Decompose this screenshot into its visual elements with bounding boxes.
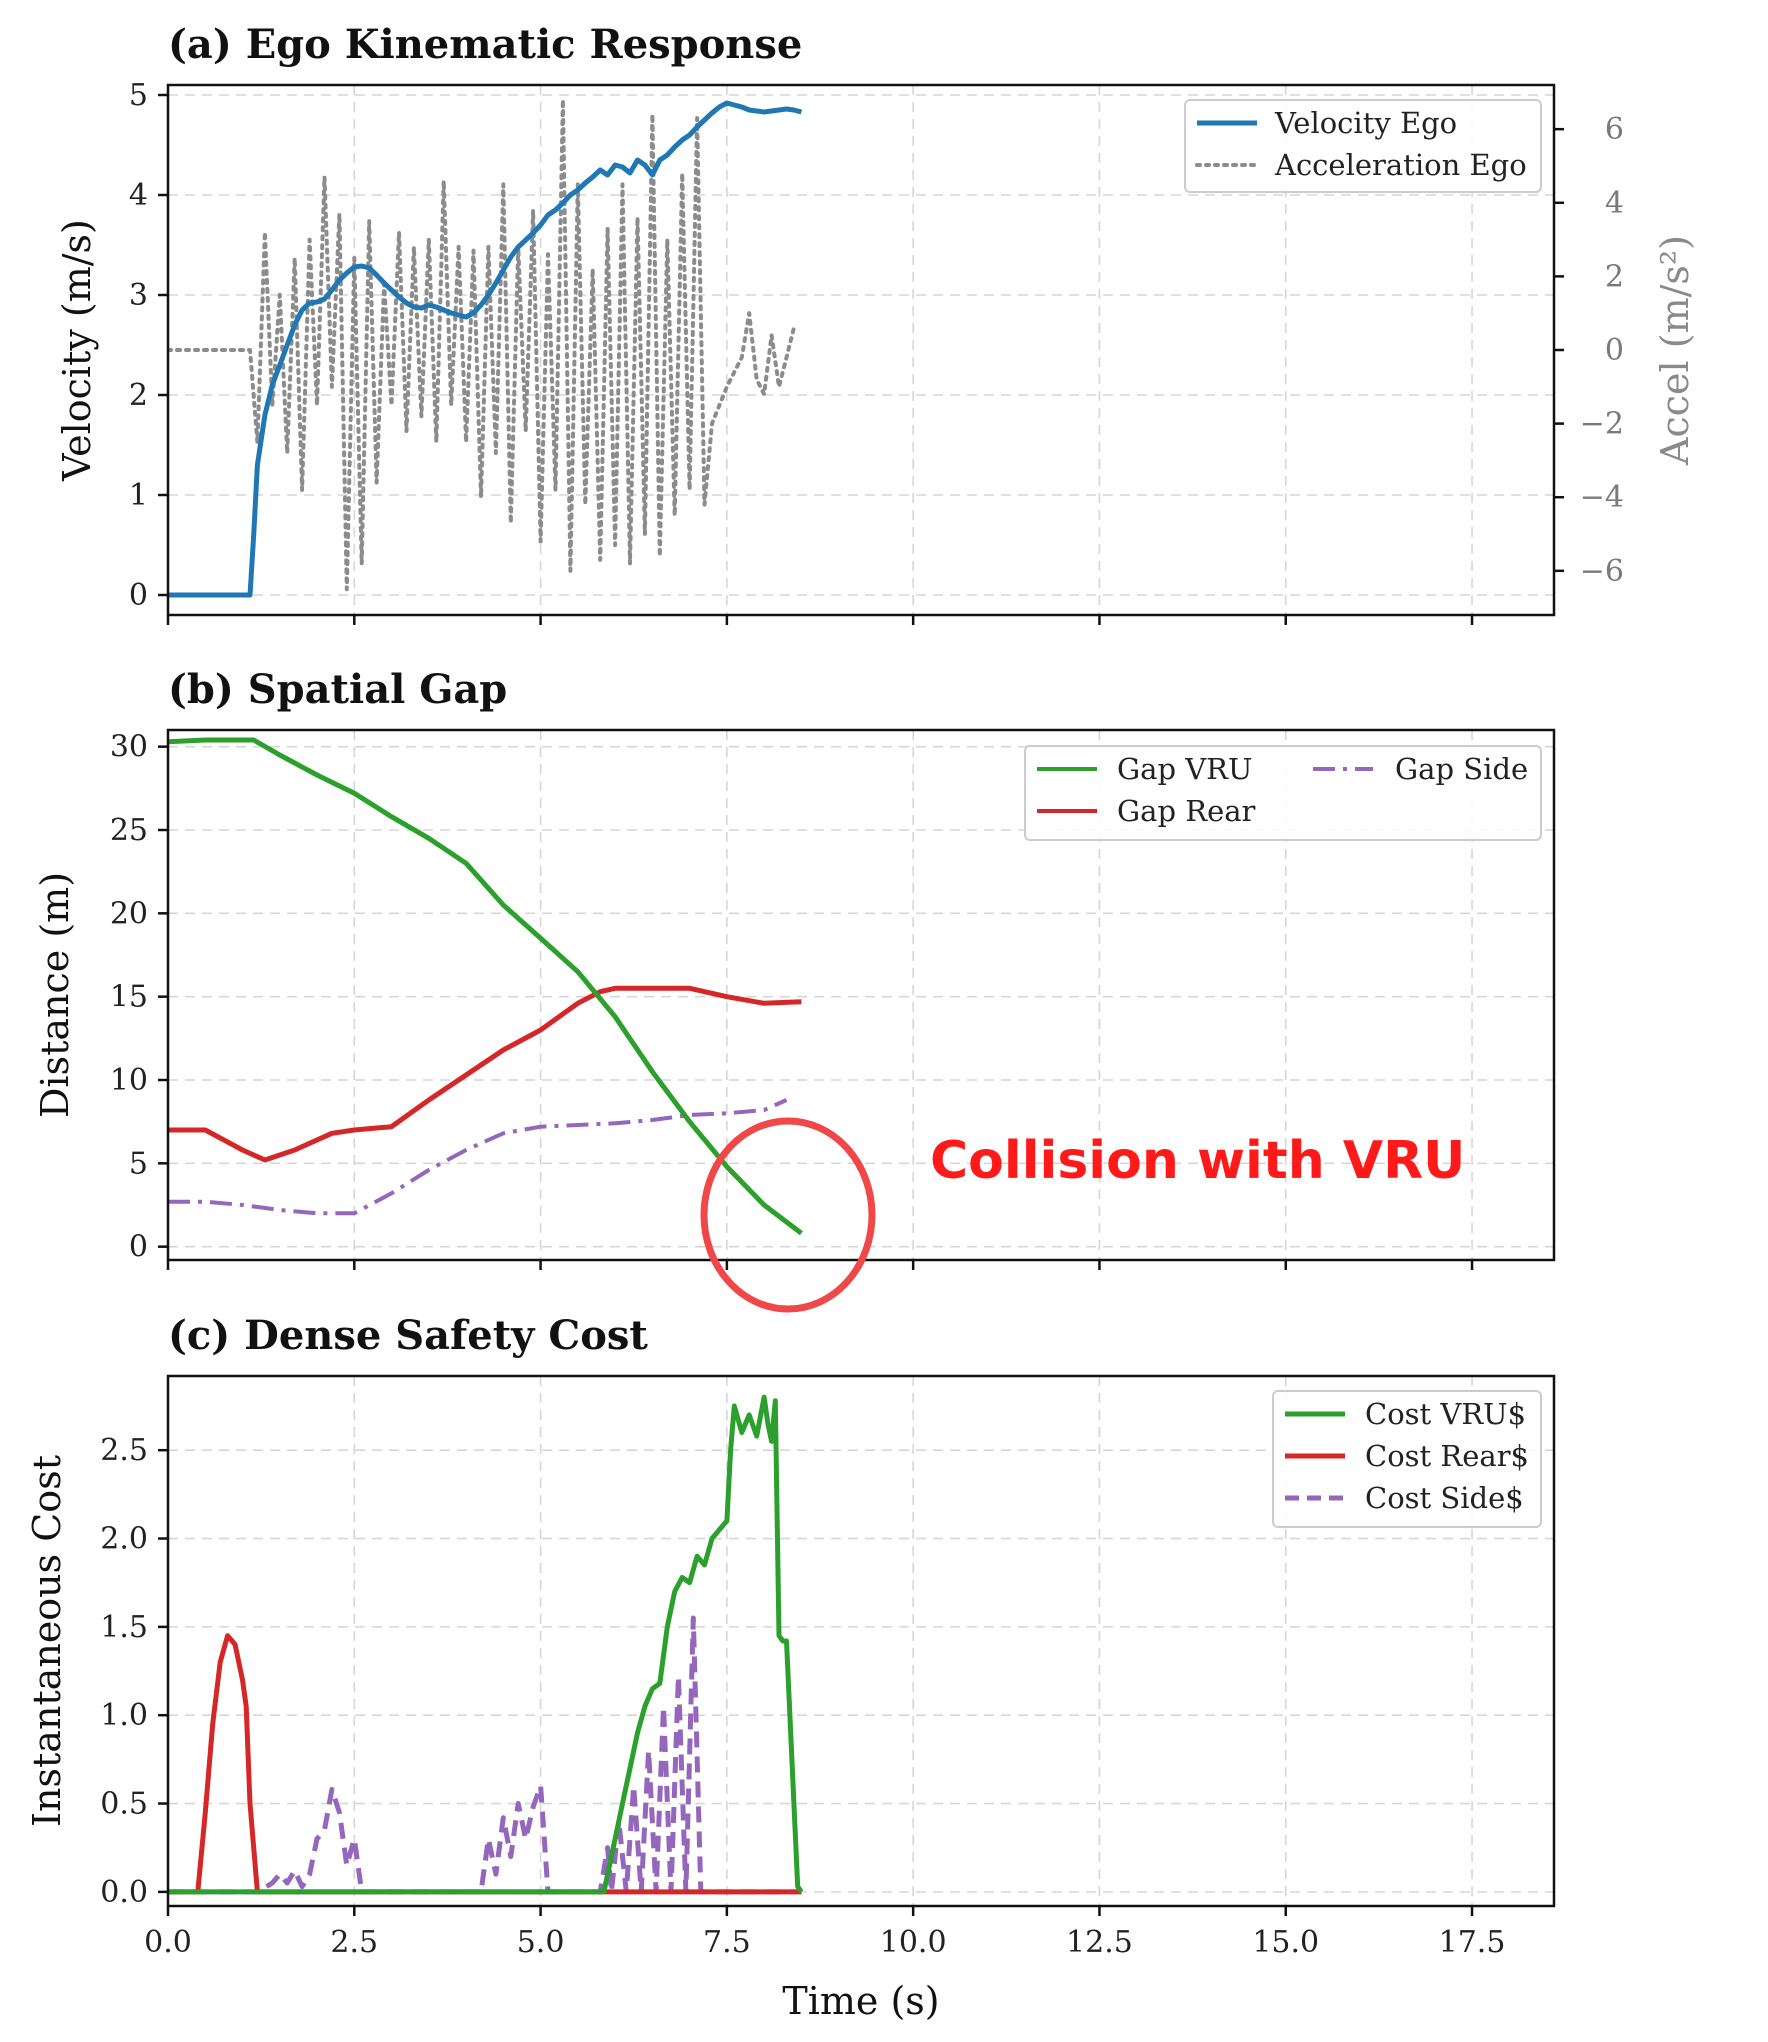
y-tick-label: 2.5 xyxy=(100,1433,148,1468)
x-tick-label: 12.5 xyxy=(1066,1925,1133,1960)
collision-highlight-circle xyxy=(700,1117,876,1313)
y-right-tick-label: 2 xyxy=(1605,259,1624,294)
panel-a-legend: Velocity Ego Acceleration Ego xyxy=(1184,99,1542,193)
legend-label-cost-vru: Cost VRU$ xyxy=(1365,1397,1526,1431)
x-tick-label: 10.0 xyxy=(880,1925,947,1960)
x-tick-label: 0.0 xyxy=(144,1925,192,1960)
legend-label-gap-vru: Gap VRU xyxy=(1117,752,1252,786)
panel-c-ylabel: Instantaneous Cost xyxy=(25,1455,69,1827)
y-tick-label: 0 xyxy=(129,1230,148,1265)
legend-label-cost-side: Cost Side$ xyxy=(1365,1481,1524,1515)
y-right-tick-label: 0 xyxy=(1605,333,1624,368)
legend-label-gap-side: Gap Side xyxy=(1395,752,1528,786)
panel-b: (b) Spatial Gap 0 5 10 15 20 25 30 Distance (m… xyxy=(33,666,1556,1313)
y-tick-label: 1 xyxy=(129,478,148,513)
panel-b-ticks: 0 5 10 15 20 25 30 xyxy=(110,730,1474,1270)
legend-label-gap-rear: Gap Rear xyxy=(1117,794,1256,828)
panel-b-ylabel: Distance (m) xyxy=(33,872,77,1118)
series-acceleration-ego xyxy=(168,97,796,592)
panel-c-legend: Cost VRU$ Cost Rear$ Cost Side$ xyxy=(1272,1390,1542,1528)
y-tick-label: 1.0 xyxy=(100,1698,148,1733)
panel-b-title: (b) Spatial Gap xyxy=(168,666,507,713)
series-velocity-ego xyxy=(168,100,803,598)
y-right-tick-label: 6 xyxy=(1605,112,1624,147)
panel-a: (a) Ego Kinematic Response 012345−6−4−20… xyxy=(55,21,1697,625)
legend-label-velocity-ego: Velocity Ego xyxy=(1274,106,1457,140)
x-tick-label: 17.5 xyxy=(1439,1925,1506,1960)
panel-c-title: (c) Dense Safety Cost xyxy=(168,1312,648,1359)
panel-b-series xyxy=(168,737,803,1236)
series-gap-side xyxy=(168,1098,788,1216)
x-tick-label: 5.0 xyxy=(517,1925,565,1960)
y-tick-label: 30 xyxy=(110,730,148,765)
y-tick-label: 4 xyxy=(129,178,148,213)
y-tick-label: 5 xyxy=(129,78,148,113)
y-tick-label: 15 xyxy=(110,980,148,1015)
x-tick-label: 7.5 xyxy=(703,1925,751,1960)
y-right-tick-label: −2 xyxy=(1580,407,1624,442)
y-tick-label: 0.0 xyxy=(100,1875,148,1910)
y-right-tick-label: −6 xyxy=(1580,554,1624,589)
legend-box xyxy=(1184,99,1542,193)
y-tick-label: 2.0 xyxy=(100,1522,148,1557)
collision-annotation: Collision with VRU xyxy=(930,1131,1465,1191)
y-tick-label: 5 xyxy=(129,1146,148,1181)
panel-a-ylabel-right: Accel (m/s²) xyxy=(1653,235,1697,466)
y-tick-label: 2 xyxy=(129,378,148,413)
y-tick-label: 0 xyxy=(129,578,148,613)
panel-a-ticks: 0 1 2 3 4 5 −6 −4 −2 0 2 4 6 xyxy=(129,78,1624,625)
legend-box xyxy=(1024,745,1542,841)
y-tick-label: 3 xyxy=(129,278,148,313)
legend-label-cost-rear: Cost Rear$ xyxy=(1365,1439,1529,1473)
legend-box xyxy=(1272,1390,1542,1528)
y-tick-label: 25 xyxy=(110,813,148,848)
y-tick-label: 20 xyxy=(110,896,148,931)
legend-label-acceleration-ego: Acceleration Ego xyxy=(1274,148,1527,182)
series-cost-side xyxy=(168,1615,802,1895)
panel-b-legend: Gap VRU Gap Rear Gap Side xyxy=(1024,745,1542,841)
panel-c-ticks: 0.0 2.5 5.0 7.5 10.0 12.5 15.0 17.5 0.0 0.5 1.0 1.5… xyxy=(100,1433,1505,1960)
series-cost-vru xyxy=(168,1394,804,1895)
panel-a-series xyxy=(168,97,803,598)
series-cost-rear xyxy=(168,1633,802,1895)
panel-c: (c) Dense Safety Cost 0.0 2.5 5.0 7.5 10.0 12… xyxy=(25,1312,1556,2023)
panel-c-series xyxy=(168,1394,804,1895)
series-gap-rear xyxy=(168,985,802,1163)
y-right-tick-label: −4 xyxy=(1580,480,1624,515)
y-right-tick-label: 4 xyxy=(1605,186,1624,221)
y-tick-label: 10 xyxy=(110,1063,148,1098)
x-tick-label: 2.5 xyxy=(330,1925,378,1960)
y-tick-label: 0.5 xyxy=(100,1787,148,1822)
panel-a-ylabel: Velocity (m/s) xyxy=(55,219,99,482)
panel-a-title: (a) Ego Kinematic Response xyxy=(168,21,802,68)
series-gap-vru xyxy=(168,737,803,1236)
x-tick-label: 15.0 xyxy=(1252,1925,1319,1960)
panel-c-frame xyxy=(166,1374,1556,1908)
panel-c-xlabel: Time (s) xyxy=(782,1979,939,2023)
y-tick-label: 1.5 xyxy=(100,1610,148,1645)
